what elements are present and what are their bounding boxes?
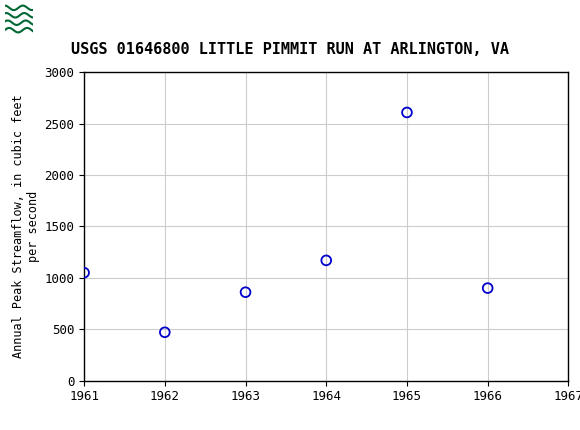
Text: USGS: USGS bbox=[84, 9, 144, 28]
FancyBboxPatch shape bbox=[5, 3, 80, 35]
Point bbox=[160, 329, 169, 336]
Text: USGS 01646800 LITTLE PIMMIT RUN AT ARLINGTON, VA: USGS 01646800 LITTLE PIMMIT RUN AT ARLIN… bbox=[71, 42, 509, 57]
Y-axis label: Annual Peak Streamflow, in cubic feet
per second: Annual Peak Streamflow, in cubic feet pe… bbox=[12, 95, 40, 358]
Point bbox=[241, 289, 250, 296]
Point bbox=[403, 109, 412, 116]
Point bbox=[321, 257, 331, 264]
Point bbox=[483, 285, 492, 292]
Point bbox=[79, 269, 89, 276]
